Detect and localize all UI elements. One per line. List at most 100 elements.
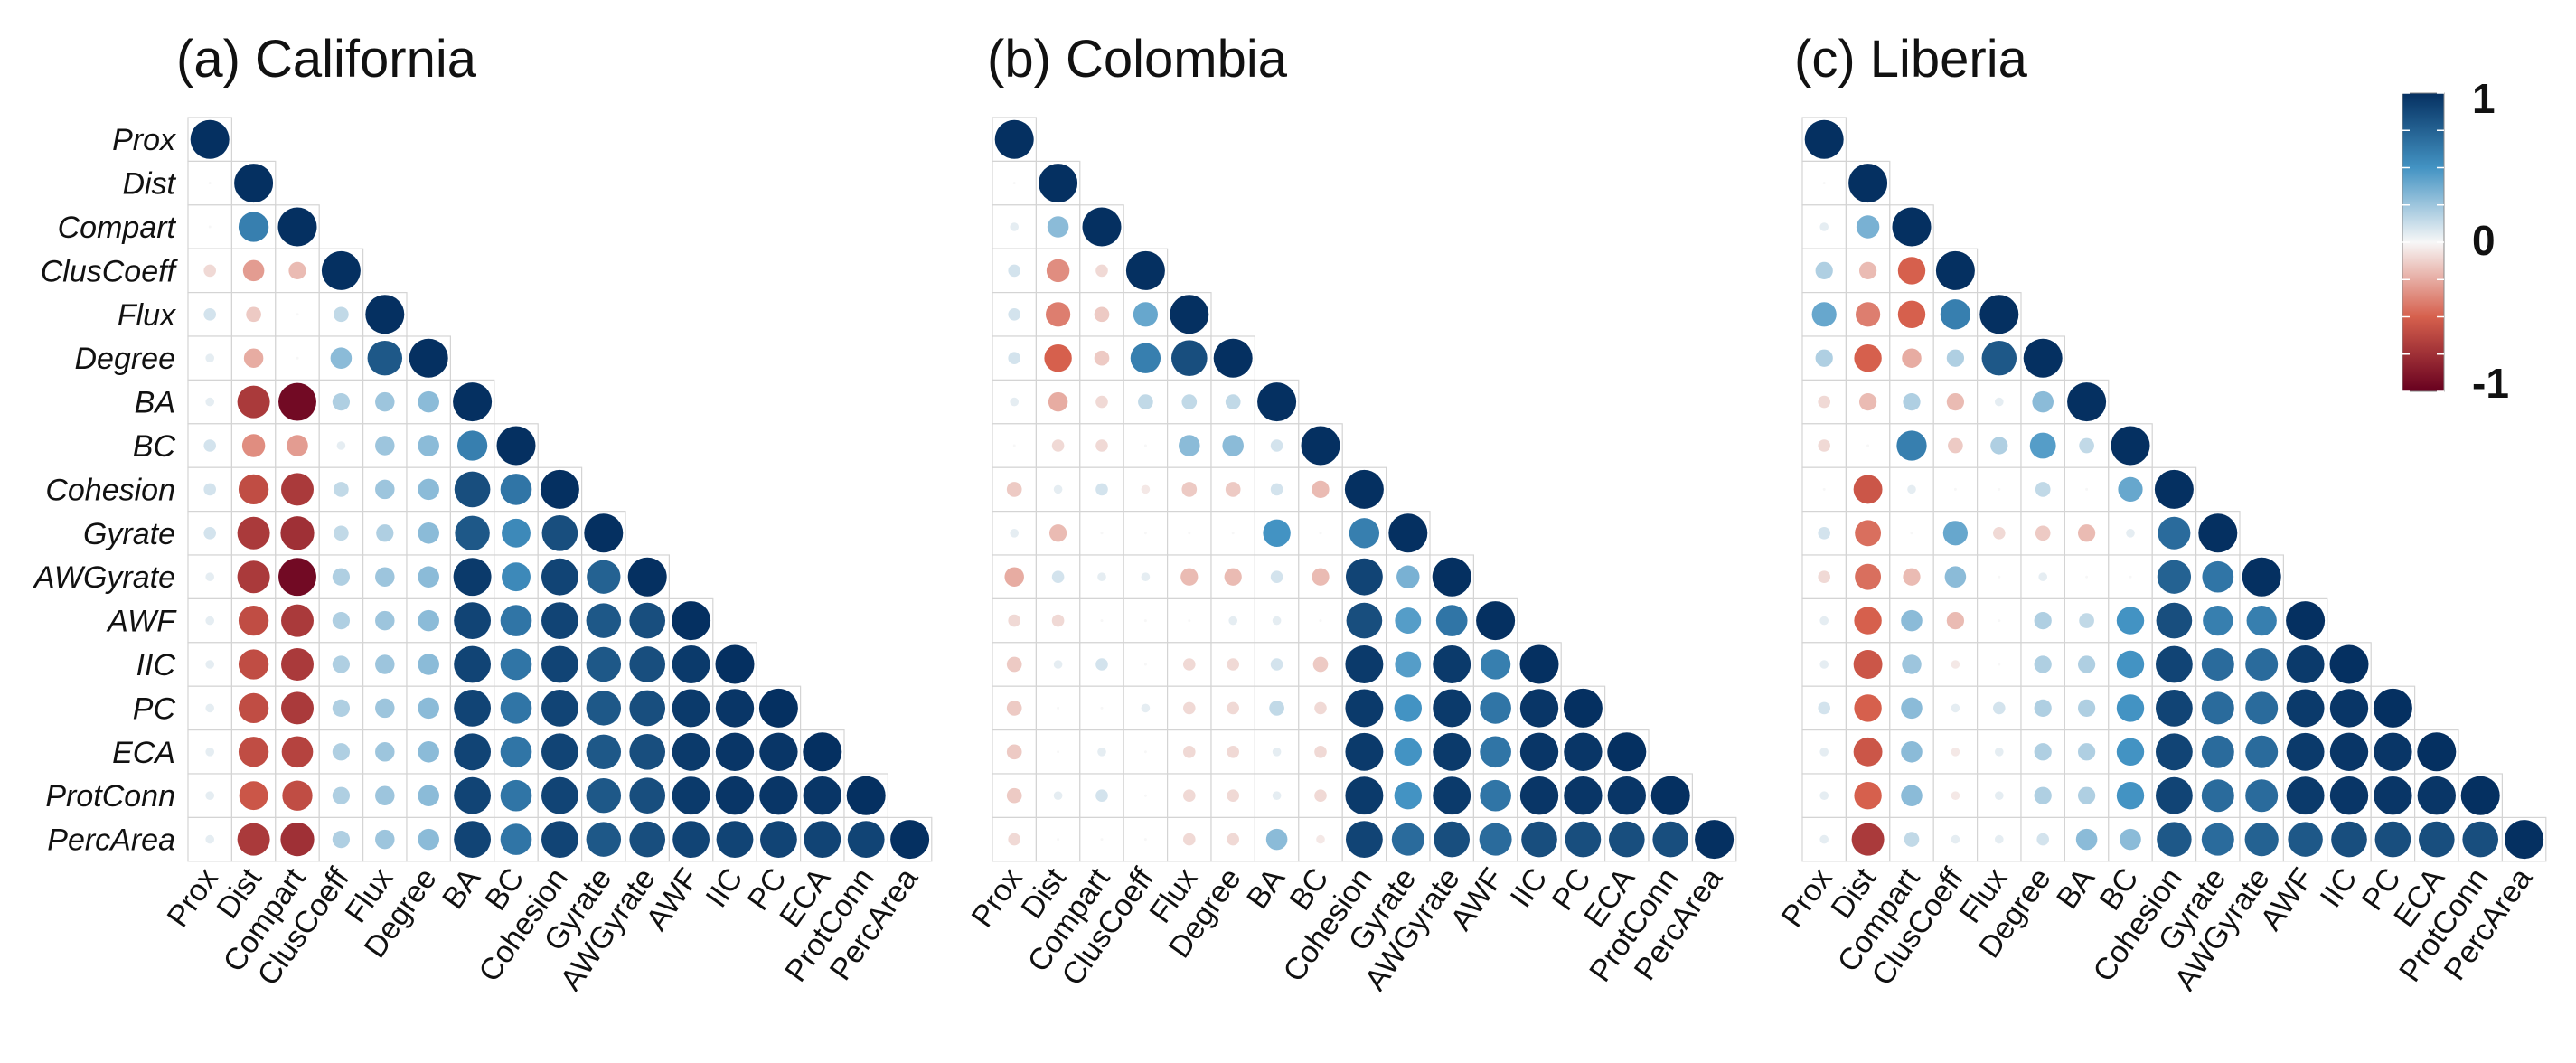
corr-circle-Gyrate-Prox bbox=[1818, 527, 1830, 540]
corr-circle-AWF-AWF bbox=[2286, 601, 2326, 641]
corr-circle-AWF-Prox bbox=[1008, 614, 1020, 627]
corr-circle-AWGyrate-BC bbox=[1312, 568, 1330, 586]
corr-circle-Compart-Dist bbox=[1047, 216, 1069, 238]
corr-circle-Compart-Dist bbox=[238, 212, 269, 242]
cell-PercArea-Flux bbox=[1166, 816, 1212, 862]
corr-circle-Gyrate-Degree bbox=[1231, 532, 1235, 535]
corr-circle-ECA-ClusCoeff bbox=[1143, 750, 1147, 754]
corr-circle-ProtConn-BC bbox=[2116, 782, 2145, 810]
corr-circle-PercArea-BA bbox=[454, 821, 491, 858]
corr-circle-PC-Gyrate bbox=[586, 691, 622, 726]
corr-circle-PercArea-IIC bbox=[2331, 821, 2367, 858]
corr-circle-ECA-ECA bbox=[1607, 732, 1647, 772]
corr-circle-ECA-AWGyrate bbox=[2245, 735, 2279, 768]
corr-circle-ECA-Dist bbox=[1853, 737, 1883, 767]
corr-circle-PercArea-Prox bbox=[1819, 834, 1829, 844]
corr-circle-BA-BA bbox=[453, 382, 493, 422]
corr-circle-ProtConn-Gyrate bbox=[1394, 782, 1423, 810]
corr-circle-BA-Dist bbox=[1048, 391, 1068, 412]
corr-circle-PC-BC bbox=[500, 692, 532, 724]
corr-circle-ProtConn-AWF bbox=[672, 776, 710, 815]
corr-circle-BA-BA bbox=[2067, 382, 2107, 422]
corr-circle-ProtConn-AWGyrate bbox=[629, 777, 666, 814]
corr-circle-BC-Degree bbox=[2029, 432, 2056, 459]
corr-circle-AWGyrate-Degree bbox=[418, 566, 439, 588]
corr-circle-ProtConn-Gyrate bbox=[586, 777, 622, 814]
corr-circle-BC-BC bbox=[1301, 426, 1340, 466]
corr-circle-Dist-Dist bbox=[1848, 164, 1888, 203]
corr-circle-PC-BA bbox=[1269, 701, 1284, 716]
corr-circle-AWGyrate-AWGyrate bbox=[1432, 557, 1471, 597]
corr-circle-ProtConn-Cohesion bbox=[1345, 776, 1384, 815]
corr-circle-Compart-Prox bbox=[208, 225, 212, 229]
row-label-IIC: IIC bbox=[136, 648, 176, 682]
corr-circle-IIC-ClusCoeff bbox=[1951, 660, 1960, 669]
corr-circle-AWF-Dist bbox=[238, 605, 269, 636]
corr-circle-Degree-Compart bbox=[296, 356, 299, 360]
corr-circle-BC-BC bbox=[496, 426, 536, 466]
row-label-ClusCoeff: ClusCoeff bbox=[41, 254, 179, 288]
corr-circle-Degree-Flux bbox=[1170, 340, 1208, 377]
corr-circle-PC-PC bbox=[758, 688, 798, 728]
corr-circle-Cohesion-Compart bbox=[281, 473, 314, 506]
corr-circle-ClusCoeff-Prox bbox=[1008, 264, 1020, 278]
corr-circle-Flux-Compart bbox=[1094, 306, 1110, 323]
corr-circle-AWGyrate-Dist bbox=[1051, 570, 1065, 583]
corr-circle-AWF-BC bbox=[500, 605, 532, 636]
corr-circle-ProtConn-Flux bbox=[1183, 789, 1196, 802]
colorbar-label-zero: 0 bbox=[2472, 217, 2496, 264]
corr-circle-AWF-Dist bbox=[1854, 607, 1882, 635]
corr-circle-IIC-Cohesion bbox=[2156, 645, 2193, 683]
corr-circle-Gyrate-Flux bbox=[1993, 527, 2006, 540]
corr-circle-BC-Dist bbox=[241, 434, 266, 457]
cell-Flux-ClusCoeff bbox=[318, 292, 364, 337]
row-label-BC: BC bbox=[133, 429, 176, 464]
col-label-BA: BA bbox=[436, 861, 487, 915]
corr-circle-ECA-Prox bbox=[205, 747, 215, 757]
corr-circle-PercArea-ClusCoeff bbox=[1143, 838, 1147, 842]
corr-circle-ProtConn-Degree bbox=[2034, 786, 2052, 804]
corr-circle-PC-Flux bbox=[375, 698, 395, 719]
corr-circle-IIC-Degree bbox=[2034, 655, 2052, 673]
corr-circle-IIC-Compart bbox=[281, 648, 314, 681]
corr-circle-AWGyrate-Compart bbox=[1903, 568, 1921, 586]
corr-circle-AWF-Flux bbox=[1998, 619, 2001, 623]
corr-circle-BA-Prox bbox=[205, 397, 215, 407]
corr-circle-Gyrate-Compart bbox=[1910, 532, 1913, 535]
cell-BA-ClusCoeff bbox=[1932, 379, 1979, 425]
corr-circle-PC-BC bbox=[2116, 694, 2145, 722]
corr-circle-ProtConn-Cohesion bbox=[2156, 776, 2193, 814]
corr-circle-IIC-Flux bbox=[375, 654, 395, 674]
corr-circle-AWGyrate-Dist bbox=[237, 560, 270, 594]
corr-circle-PercArea-Degree bbox=[1227, 833, 1239, 846]
corr-circle-IIC-Gyrate bbox=[1395, 651, 1422, 678]
corr-circle-PercArea-BA bbox=[2075, 828, 2098, 851]
corr-circle-Cohesion-Dist bbox=[1053, 484, 1063, 494]
corr-circle-PercArea-PercArea bbox=[1695, 820, 1735, 860]
corr-circle-AWGyrate-Flux bbox=[375, 567, 395, 587]
corr-circle-PercArea-Dist bbox=[1851, 823, 1885, 856]
corr-circle-PercArea-BA bbox=[1265, 828, 1288, 851]
corr-circle-BA-Degree bbox=[418, 390, 439, 413]
corr-circle-BA-Degree bbox=[1225, 394, 1241, 409]
corr-circle-ECA-Cohesion bbox=[1345, 732, 1384, 771]
corr-circle-AWF-Degree bbox=[1228, 616, 1238, 626]
corr-circle-ProtConn-BC bbox=[500, 779, 532, 812]
corr-circle-ECA-Compart bbox=[1097, 747, 1106, 757]
corr-circle-AWF-Dist bbox=[1051, 614, 1065, 627]
corr-circle-PercArea-Gyrate bbox=[586, 822, 622, 857]
colorbar-ticks bbox=[2402, 92, 2444, 392]
corr-circle-PC-Degree bbox=[418, 697, 439, 720]
corr-circle-ProtConn-ClusCoeff bbox=[1143, 794, 1147, 797]
corr-circle-ECA-Dist bbox=[238, 737, 269, 767]
corr-circle-ECA-PC bbox=[759, 732, 798, 771]
corr-circle-PC-IIC bbox=[715, 689, 755, 728]
corr-circle-PC-Dist bbox=[1057, 706, 1060, 710]
corr-circle-AWF-AWGyrate bbox=[2246, 605, 2277, 636]
panel-title: (c) Liberia bbox=[1794, 30, 2028, 89]
corr-circle-Gyrate-BC bbox=[502, 518, 531, 548]
col-label-BA: BA bbox=[2050, 861, 2101, 915]
corr-circle-Gyrate-ClusCoeff bbox=[1143, 532, 1147, 535]
corr-circle-PC-Degree bbox=[2034, 699, 2052, 718]
